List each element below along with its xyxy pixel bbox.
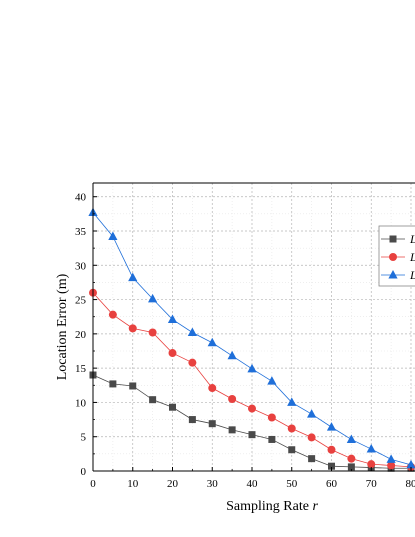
series-triangle xyxy=(88,207,415,469)
data-point-square xyxy=(328,462,335,470)
legend-item: L xyxy=(381,268,415,282)
x-tick-label: 10 xyxy=(127,478,139,490)
data-point-triangle xyxy=(287,397,297,406)
data-point-triangle xyxy=(346,434,356,443)
y-tick-label: 20 xyxy=(75,329,87,341)
data-point-circle xyxy=(128,324,137,333)
series-circle xyxy=(89,288,415,471)
y-tick-label: 35 xyxy=(75,226,87,238)
x-tick-label: 60 xyxy=(326,478,338,490)
data-point-triangle xyxy=(366,444,376,453)
x-axis-title-text: Sampling Rate xyxy=(226,499,309,514)
data-point-square xyxy=(109,380,117,388)
data-point-square xyxy=(208,420,216,428)
x-tick-label: 40 xyxy=(247,478,259,490)
data-point-triangle xyxy=(386,454,396,463)
legend-box xyxy=(378,225,415,287)
data-point-circle xyxy=(387,461,396,470)
legend-label: L xyxy=(409,232,415,246)
data-point-circle xyxy=(188,358,197,367)
data-point-circle xyxy=(327,445,336,454)
y-tick-label: 30 xyxy=(75,260,87,272)
series-line-triangle xyxy=(92,212,412,466)
data-point-square xyxy=(308,455,316,463)
legend-marker xyxy=(388,270,398,279)
x-tick-label: 0 xyxy=(90,478,96,490)
data-point-circle xyxy=(367,460,376,469)
data-point-square xyxy=(149,396,157,404)
x-axis-title: Sampling Rate r xyxy=(226,499,318,514)
legend-item: L xyxy=(381,250,415,264)
data-point-circle xyxy=(148,328,157,337)
legend-marker xyxy=(389,235,397,243)
data-point-triangle xyxy=(267,376,277,385)
y-axis-title: Location Error (m) xyxy=(55,273,70,380)
data-point-triangle xyxy=(326,422,337,431)
y-tick-label: 10 xyxy=(75,397,87,409)
data-point-triangle xyxy=(187,327,197,336)
data-point-circle xyxy=(287,424,296,433)
data-point-square xyxy=(248,431,256,439)
legend-marker xyxy=(389,253,397,261)
data-point-square xyxy=(188,416,196,424)
data-point-triangle xyxy=(406,459,415,469)
data-point-circle xyxy=(228,395,237,403)
data-point-triangle xyxy=(148,293,158,303)
data-point-square xyxy=(129,382,137,390)
data-point-triangle xyxy=(227,350,237,360)
legend-label: L xyxy=(409,268,415,282)
data-point-circle xyxy=(168,349,177,358)
data-point-triangle xyxy=(167,314,178,323)
legend-item: L xyxy=(381,232,415,246)
data-point-triangle xyxy=(207,337,217,347)
data-point-circle xyxy=(248,404,256,413)
x-axis-title-var: r xyxy=(312,499,318,514)
data-point-circle xyxy=(267,413,276,422)
x-tick-label: 30 xyxy=(207,478,219,490)
x-tick-label: 50 xyxy=(286,478,298,490)
y-tick-label: 5 xyxy=(81,432,87,444)
x-tick-label: 80 xyxy=(406,478,415,490)
data-point-square xyxy=(228,426,236,434)
data-point-square xyxy=(268,435,276,443)
legend: LLL xyxy=(378,225,415,287)
data-point-circle xyxy=(108,310,117,319)
data-point-square xyxy=(347,463,355,471)
ticks: 0 10 20 30 40 50 60 70 80 0 5 10 15 20 25 30 35 40 xyxy=(75,192,415,490)
data-point-triangle xyxy=(247,363,257,373)
y-tick-label: 40 xyxy=(75,192,87,204)
data-point-square xyxy=(169,403,176,411)
y-tick-label: 25 xyxy=(75,295,87,307)
legend-label: L xyxy=(409,250,415,264)
data-point-circle xyxy=(347,454,356,463)
y-tick-label: 15 xyxy=(75,363,87,375)
data-point-square xyxy=(288,446,296,454)
axes xyxy=(92,182,415,472)
x-tick-label: 20 xyxy=(167,478,179,490)
y-tick-label: 0 xyxy=(81,466,87,478)
grid xyxy=(93,183,415,471)
data-point-circle xyxy=(307,433,316,442)
data-point-circle xyxy=(208,384,217,393)
data-point-triangle xyxy=(128,272,138,282)
data-point-triangle xyxy=(108,231,118,240)
data-point-triangle xyxy=(307,409,317,418)
x-tick-label: 70 xyxy=(366,478,378,490)
